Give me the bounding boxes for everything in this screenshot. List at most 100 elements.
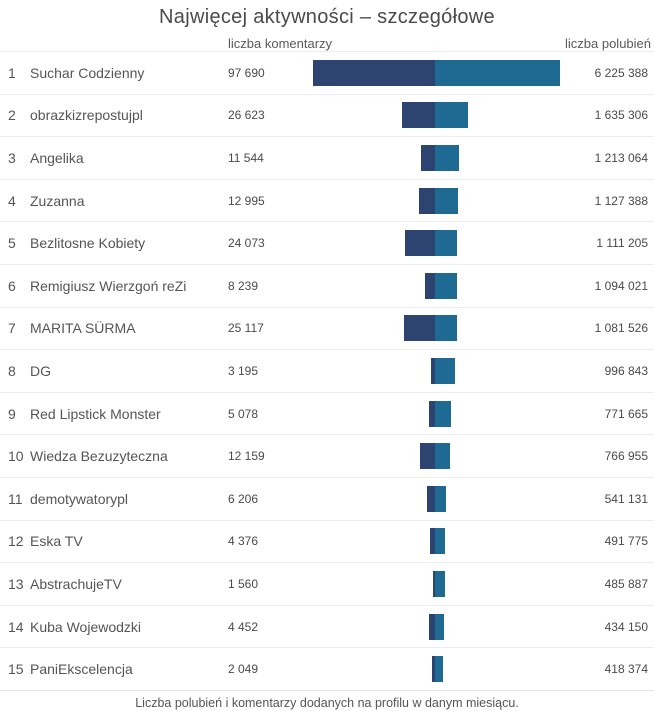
table-row: 5 Bezlitosne Kobiety 24 073 1 111 205 (0, 221, 654, 264)
comments-bar-zone (310, 357, 435, 384)
comments-bar-zone (310, 315, 435, 342)
likes-bar-zone (435, 400, 565, 427)
comments-value: 8 239 (228, 278, 259, 293)
likes-bar-zone (435, 570, 565, 597)
profile-name: Angelika (30, 149, 84, 166)
likes-bar (435, 230, 458, 257)
comments-bar (401, 102, 435, 129)
table-row: 6 Remigiusz Wierzgoń reZi 8 239 1 094 02… (0, 263, 654, 307)
likes-bar (435, 570, 445, 597)
bar-cell (310, 272, 565, 299)
comments-value: 24 073 (228, 236, 265, 251)
comments-bar (419, 443, 435, 470)
comments-bar-zone (310, 656, 435, 683)
bar-cell (310, 187, 565, 214)
comments-bar (429, 613, 435, 640)
comments-bar (404, 230, 435, 257)
likes-value: 1 213 064 (594, 150, 648, 165)
rank-number: 10 (8, 448, 24, 465)
comments-bar-zone (310, 59, 435, 86)
profile-name: AbstrachujeTV (30, 575, 122, 592)
bar-cell (310, 357, 565, 384)
table-row: 10 Wiedza Bezuzyteczna 12 159 766 955 (0, 434, 654, 477)
comments-bar-zone (310, 400, 435, 427)
comments-value: 12 995 (228, 193, 265, 208)
likes-bar (435, 400, 451, 427)
likes-value: 1 094 021 (594, 278, 648, 293)
table-row: 14 Kuba Wojewodzki 4 452 434 150 (0, 604, 654, 648)
likes-value: 1 635 306 (594, 108, 648, 123)
profile-name: Wiedza Bezuzyteczna (30, 448, 168, 465)
column-headers: liczba komentarzy liczba polubień (0, 35, 654, 51)
likes-value: 1 127 388 (594, 193, 648, 208)
rank-number: 14 (8, 618, 24, 635)
table-row: 8 DG 3 195 996 843 (0, 349, 654, 392)
rank-number: 6 (8, 277, 16, 294)
bar-cell (310, 315, 565, 342)
comments-bar-zone (310, 528, 435, 555)
bar-cell (310, 102, 565, 129)
likes-value: 6 225 388 (594, 65, 648, 80)
likes-bar (435, 443, 451, 470)
likes-bar (435, 59, 560, 86)
profile-name: Zuzanna (30, 192, 85, 209)
profile-name: PaniEkscelencja (30, 661, 133, 678)
likes-value: 771 665 (604, 406, 648, 421)
comments-column-header: liczba komentarzy (228, 36, 333, 51)
likes-bar-zone (435, 528, 565, 555)
bar-cell (310, 400, 565, 427)
bar-cell (310, 528, 565, 555)
comments-bar (420, 144, 435, 171)
rank-number: 1 (8, 64, 16, 81)
table-row: 13 AbstrachujeTV 1 560 485 887 (0, 562, 654, 605)
rank-number: 7 (8, 320, 16, 337)
comments-value: 25 117 (228, 321, 264, 336)
rank-number: 2 (8, 107, 16, 124)
profile-name: Red Lipstick Monster (30, 405, 161, 422)
likes-bar-zone (435, 485, 565, 512)
comments-bar (433, 570, 435, 597)
profile-name: Kuba Wojewodzki (30, 618, 142, 635)
comments-bar (418, 187, 435, 214)
comments-value: 4 452 (228, 619, 259, 634)
likes-value: 491 775 (604, 534, 648, 549)
table-row: 12 Eska TV 4 376 491 775 (0, 519, 654, 563)
comments-value: 5 078 (228, 406, 259, 421)
likes-bar-zone (435, 272, 565, 299)
table-row: 15 PaniEkscelencja 2 049 418 374 (0, 647, 654, 690)
table-row: 7 MARITA SÜRMA 25 117 1 081 526 (0, 306, 654, 350)
comments-value: 2 049 (228, 662, 259, 677)
table-row: 2 obrazkizrepostujpl 26 623 1 635 306 (0, 93, 654, 137)
table-row: 9 Red Lipstick Monster 5 078 771 665 (0, 391, 654, 435)
likes-bar (435, 272, 457, 299)
likes-bar-zone (435, 102, 565, 129)
table-row: 1 Suchar Codzienny 97 690 6 225 388 (0, 51, 654, 94)
rank-number: 13 (8, 575, 24, 592)
likes-bar (435, 357, 455, 384)
profile-name: Eska TV (30, 533, 83, 550)
likes-bar-zone (435, 59, 565, 86)
table-row: 3 Angelika 11 544 1 213 064 (0, 136, 654, 179)
profile-name: demotywatorypl (30, 490, 129, 507)
rank-number: 5 (8, 235, 16, 252)
likes-bar (435, 315, 457, 342)
bar-cell (310, 230, 565, 257)
bar-cell (310, 656, 565, 683)
comments-bar (431, 357, 435, 384)
comments-bar (403, 315, 435, 342)
rank-number: 9 (8, 405, 16, 422)
likes-bar (435, 102, 468, 129)
likes-bar (435, 485, 446, 512)
bar-cell (310, 613, 565, 640)
likes-bar-zone (435, 443, 565, 470)
likes-bar-zone (435, 613, 565, 640)
comments-bar-zone (310, 443, 435, 470)
likes-value: 1 111 205 (596, 236, 648, 251)
rank-number: 3 (8, 149, 16, 166)
comments-value: 26 623 (228, 108, 265, 123)
comments-bar-zone (310, 570, 435, 597)
rank-number: 12 (8, 533, 24, 550)
comments-bar-zone (310, 144, 435, 171)
likes-value: 996 843 (604, 363, 648, 378)
bar-cell (310, 485, 565, 512)
